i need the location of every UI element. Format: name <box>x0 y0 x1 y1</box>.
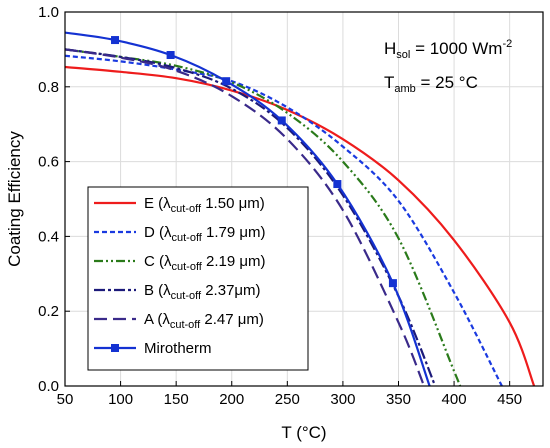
legend-label-a: A (λcut-off 2.47 μm) <box>144 311 264 331</box>
annotation-tamb: Tamb = 25 °C <box>384 73 478 95</box>
plot-frame <box>64 11 544 387</box>
data-point-mirotherm <box>388 279 397 288</box>
x-tick-label: 50 <box>57 391 74 408</box>
series-line-a <box>65 48 426 386</box>
data-point-mirotherm <box>222 77 231 86</box>
axis-ticks: 50 100 150 200 250 300 350 400 450 0.0 0.2 0.4 0.6 0.… <box>38 4 522 408</box>
legend-label-b: B (λcut-off 2.37μm) <box>144 282 261 302</box>
y-tick-label: 0.2 <box>38 303 59 320</box>
x-tick-label: 200 <box>219 391 244 408</box>
legend-label-mirotherm: Mirotherm <box>144 340 212 357</box>
annotation-hsol: Hsol = 1000 Wm-2 <box>384 38 512 61</box>
y-tick-label: 0.4 <box>38 228 59 245</box>
series-line-c <box>65 48 462 386</box>
x-tick-label: 350 <box>386 391 411 408</box>
x-tick-label: 100 <box>108 391 133 408</box>
data-point-mirotherm <box>111 36 120 45</box>
annotation-box: Hsol = 1000 Wm-2 Tamb = 25 °C <box>384 38 512 95</box>
y-axis-title: Coating Efficiency <box>5 131 24 267</box>
legend-label-d: D (λcut-off 1.79 μm) <box>144 224 266 244</box>
series-group <box>65 31 536 386</box>
legend-marker-mirotherm <box>111 344 119 352</box>
y-tick-label: 0.8 <box>38 79 59 96</box>
x-tick-label: 400 <box>442 391 467 408</box>
data-point-mirotherm <box>166 51 175 60</box>
x-tick-label: 150 <box>164 391 189 408</box>
series-line-d <box>65 54 503 386</box>
y-tick-label: 1.0 <box>38 4 59 21</box>
legend-label-c: C (λcut-off 2.19 μm) <box>144 253 266 273</box>
legend: E (λcut-off 1.50 μm) D (λcut-off 1.79 μm)… <box>87 186 309 371</box>
y-tick-label: 0.0 <box>38 378 59 395</box>
y-tick-label: 0.6 <box>38 154 59 171</box>
x-tick-label: 250 <box>275 391 300 408</box>
x-tick-label: 450 <box>497 391 522 408</box>
data-point-mirotherm <box>277 116 286 125</box>
x-tick-label: 300 <box>330 391 355 408</box>
series-line-e <box>65 65 536 386</box>
x-axis-title: T (°C) <box>281 423 326 442</box>
legend-box <box>87 186 309 371</box>
legend-label-e: E (λcut-off 1.50 μm) <box>144 195 265 215</box>
data-point-mirotherm <box>333 180 342 189</box>
